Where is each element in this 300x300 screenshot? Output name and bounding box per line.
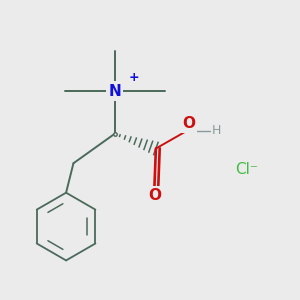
Text: N: N	[108, 84, 121, 99]
Text: H: H	[212, 124, 221, 137]
Text: O: O	[182, 116, 195, 131]
Text: +: +	[128, 71, 139, 84]
Text: O: O	[148, 188, 161, 203]
Text: Cl⁻: Cl⁻	[236, 162, 258, 177]
